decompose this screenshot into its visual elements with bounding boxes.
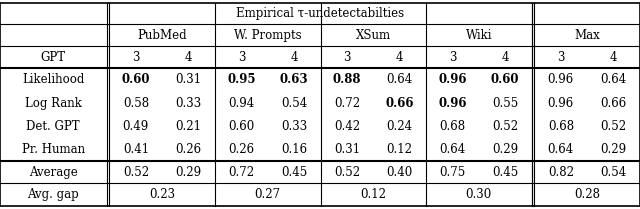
Text: Likelihood: Likelihood: [22, 73, 84, 86]
Text: 0.60: 0.60: [491, 73, 520, 86]
Text: 0.23: 0.23: [149, 188, 175, 201]
Text: 0.55: 0.55: [492, 97, 518, 110]
Text: 3: 3: [343, 51, 351, 64]
Text: 0.29: 0.29: [175, 166, 202, 179]
Text: Log Rank: Log Rank: [25, 97, 82, 110]
Text: 0.63: 0.63: [280, 73, 308, 86]
Text: XSum: XSum: [356, 29, 391, 42]
Text: 4: 4: [185, 51, 193, 64]
Text: 0.26: 0.26: [175, 143, 202, 156]
Text: Det. GPT: Det. GPT: [26, 120, 80, 133]
Text: Empirical τ-undetectabilties: Empirical τ-undetectabilties: [236, 7, 404, 20]
Text: 0.21: 0.21: [175, 120, 202, 133]
Text: 0.29: 0.29: [600, 143, 627, 156]
Text: 0.42: 0.42: [334, 120, 360, 133]
Text: 0.64: 0.64: [600, 73, 627, 86]
Text: 3: 3: [557, 51, 564, 64]
Text: 0.64: 0.64: [439, 143, 465, 156]
Text: 0.72: 0.72: [228, 166, 255, 179]
Text: Wiki: Wiki: [465, 29, 492, 42]
Text: 0.96: 0.96: [548, 73, 574, 86]
Text: 0.45: 0.45: [492, 166, 518, 179]
Text: 3: 3: [132, 51, 140, 64]
Text: 0.64: 0.64: [548, 143, 574, 156]
Text: 0.26: 0.26: [228, 143, 255, 156]
Text: 0.45: 0.45: [281, 166, 307, 179]
Text: 0.96: 0.96: [548, 97, 574, 110]
Text: 0.68: 0.68: [548, 120, 574, 133]
Text: 0.60: 0.60: [228, 120, 255, 133]
Text: 0.96: 0.96: [438, 73, 467, 86]
Text: 4: 4: [291, 51, 298, 64]
Text: GPT: GPT: [41, 51, 66, 64]
Text: PubMed: PubMed: [138, 29, 187, 42]
Text: Average: Average: [29, 166, 77, 179]
Text: 0.66: 0.66: [600, 97, 627, 110]
Text: Max: Max: [574, 29, 600, 42]
Text: 0.66: 0.66: [385, 97, 414, 110]
Text: 0.40: 0.40: [387, 166, 413, 179]
Text: 0.12: 0.12: [387, 143, 413, 156]
Text: 0.27: 0.27: [255, 188, 281, 201]
Text: 3: 3: [237, 51, 245, 64]
Text: 4: 4: [396, 51, 403, 64]
Text: 3: 3: [449, 51, 456, 64]
Text: 0.95: 0.95: [227, 73, 255, 86]
Text: 0.58: 0.58: [123, 97, 149, 110]
Text: 0.24: 0.24: [387, 120, 413, 133]
Text: Avg. gap: Avg. gap: [28, 188, 79, 201]
Text: 0.31: 0.31: [334, 143, 360, 156]
Text: 0.33: 0.33: [175, 97, 202, 110]
Text: 0.52: 0.52: [492, 120, 518, 133]
Text: 0.52: 0.52: [600, 120, 627, 133]
Text: 0.54: 0.54: [600, 166, 627, 179]
Text: 0.31: 0.31: [175, 73, 202, 86]
Text: 0.33: 0.33: [281, 120, 307, 133]
Text: 0.29: 0.29: [492, 143, 518, 156]
Text: 0.16: 0.16: [281, 143, 307, 156]
Text: 0.75: 0.75: [439, 166, 465, 179]
Text: 0.52: 0.52: [123, 166, 149, 179]
Text: W. Prompts: W. Prompts: [234, 29, 301, 42]
Text: 0.30: 0.30: [466, 188, 492, 201]
Text: 0.94: 0.94: [228, 97, 255, 110]
Text: 0.49: 0.49: [123, 120, 149, 133]
Text: 4: 4: [501, 51, 509, 64]
Text: 4: 4: [610, 51, 618, 64]
Text: 0.72: 0.72: [334, 97, 360, 110]
Text: 0.88: 0.88: [333, 73, 361, 86]
Text: 0.64: 0.64: [387, 73, 413, 86]
Text: 0.41: 0.41: [123, 143, 149, 156]
Text: 0.96: 0.96: [438, 97, 467, 110]
Text: 0.52: 0.52: [334, 166, 360, 179]
Text: Pr. Human: Pr. Human: [22, 143, 85, 156]
Text: 0.60: 0.60: [122, 73, 150, 86]
Text: 0.28: 0.28: [574, 188, 600, 201]
Text: 0.54: 0.54: [281, 97, 307, 110]
Text: 0.82: 0.82: [548, 166, 574, 179]
Text: 0.12: 0.12: [360, 188, 387, 201]
Text: 0.68: 0.68: [439, 120, 465, 133]
